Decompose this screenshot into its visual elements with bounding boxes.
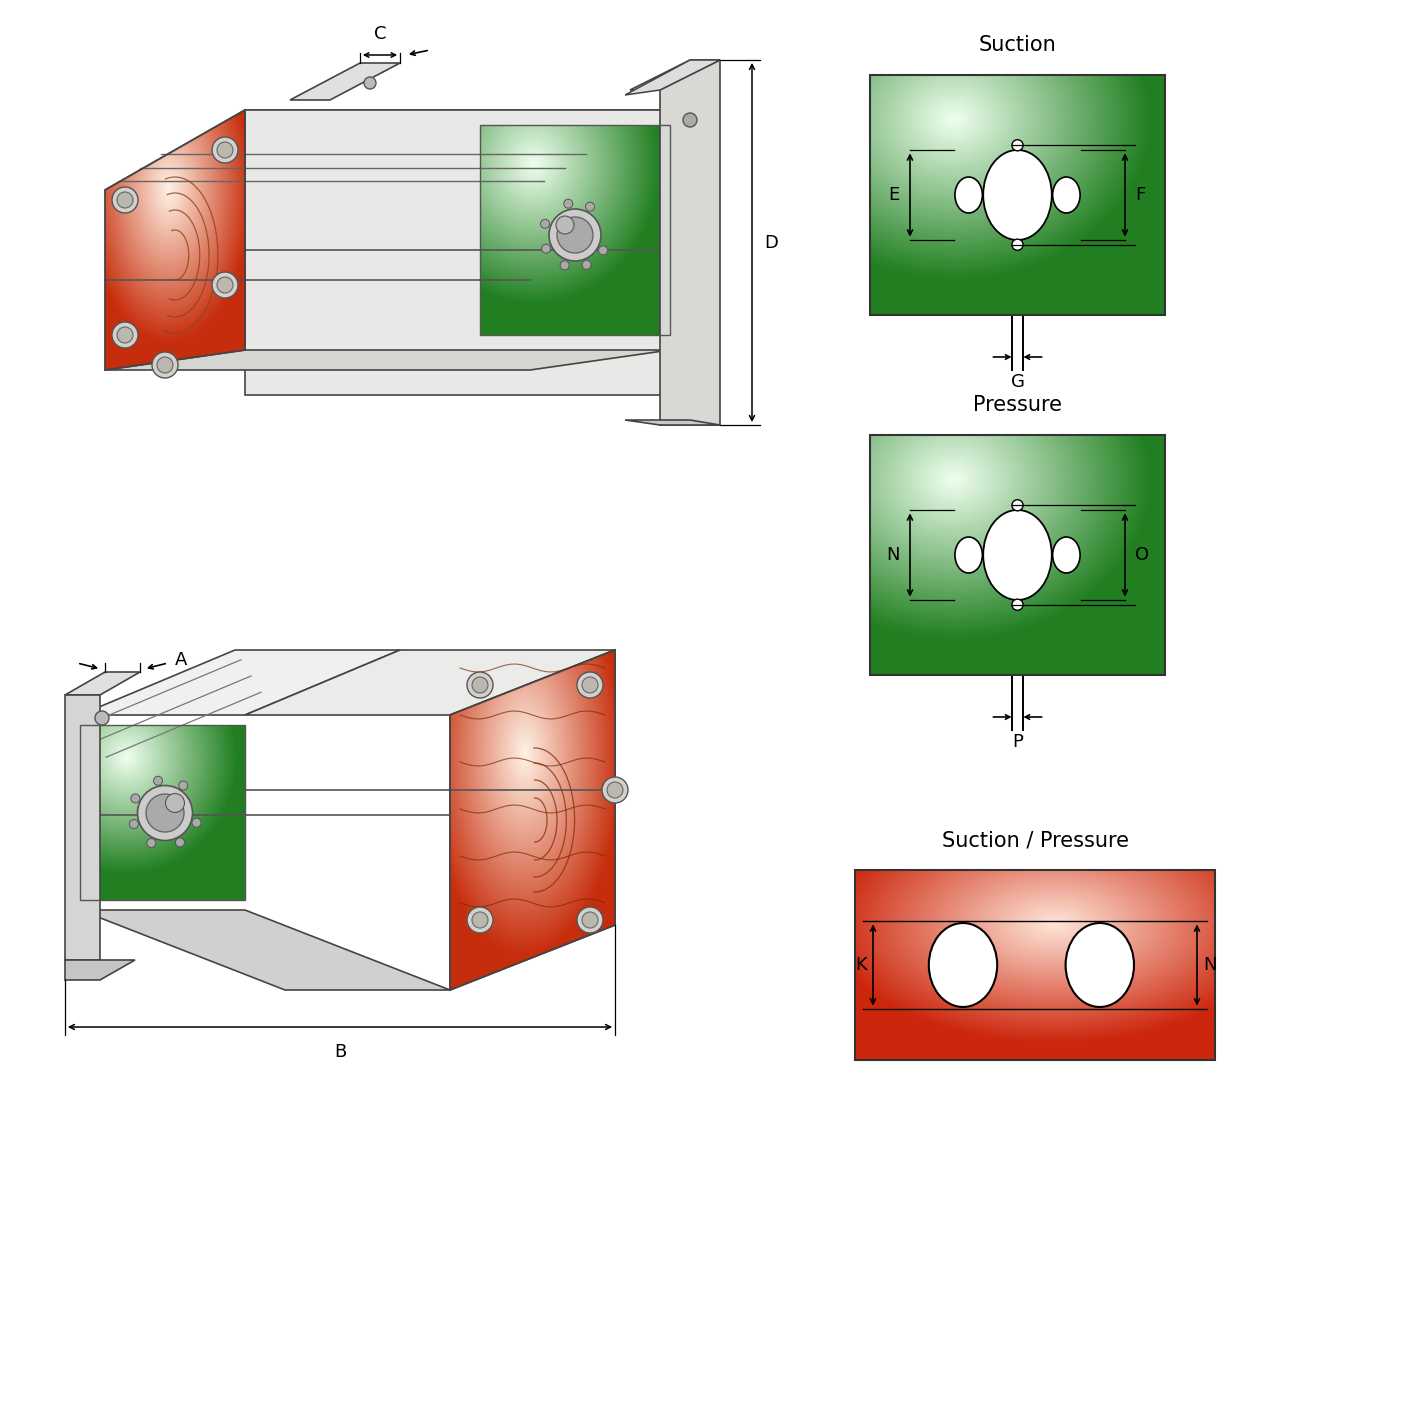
Ellipse shape [1012, 499, 1024, 510]
Ellipse shape [683, 112, 697, 127]
Ellipse shape [1012, 239, 1024, 250]
Text: P: P [1012, 733, 1024, 751]
Ellipse shape [212, 136, 238, 163]
Ellipse shape [576, 672, 603, 697]
Bar [870, 434, 1166, 675]
Ellipse shape [117, 328, 134, 343]
Ellipse shape [467, 672, 494, 697]
Ellipse shape [117, 193, 134, 208]
Polygon shape [450, 650, 614, 990]
Text: Suction: Suction [979, 35, 1056, 55]
Bar [855, 870, 1215, 1060]
Ellipse shape [983, 150, 1052, 240]
Polygon shape [65, 960, 135, 980]
Ellipse shape [1053, 537, 1080, 574]
Ellipse shape [576, 907, 603, 934]
Ellipse shape [607, 782, 623, 799]
Ellipse shape [564, 200, 572, 208]
Polygon shape [65, 672, 141, 695]
Ellipse shape [131, 794, 141, 803]
Ellipse shape [112, 187, 138, 212]
Ellipse shape [557, 217, 593, 253]
Bar [870, 75, 1166, 315]
Polygon shape [80, 910, 450, 990]
Ellipse shape [585, 202, 595, 211]
Ellipse shape [599, 246, 607, 254]
Polygon shape [80, 650, 399, 716]
Ellipse shape [217, 142, 233, 157]
Ellipse shape [541, 245, 551, 253]
Polygon shape [245, 110, 671, 395]
Polygon shape [626, 420, 720, 425]
Ellipse shape [193, 818, 201, 827]
Ellipse shape [153, 776, 163, 785]
Text: Pressure: Pressure [973, 395, 1062, 415]
Ellipse shape [152, 352, 179, 378]
Text: D: D [763, 233, 778, 252]
Polygon shape [245, 650, 614, 716]
Ellipse shape [217, 277, 233, 292]
Text: A: A [174, 651, 187, 669]
Ellipse shape [157, 357, 173, 373]
Ellipse shape [560, 260, 569, 270]
Polygon shape [659, 60, 720, 425]
Ellipse shape [955, 177, 983, 212]
Ellipse shape [1012, 599, 1024, 610]
Ellipse shape [540, 219, 550, 228]
Text: B: B [333, 1043, 346, 1062]
Ellipse shape [138, 786, 193, 841]
Ellipse shape [1066, 922, 1135, 1007]
Ellipse shape [1053, 177, 1080, 212]
Ellipse shape [1012, 139, 1024, 150]
Ellipse shape [467, 907, 494, 934]
Ellipse shape [112, 322, 138, 349]
Ellipse shape [602, 778, 628, 803]
Ellipse shape [364, 77, 375, 89]
Text: C: C [374, 25, 387, 44]
Text: N: N [887, 546, 900, 564]
Ellipse shape [176, 838, 184, 846]
Ellipse shape [179, 782, 188, 790]
Polygon shape [290, 63, 399, 100]
Polygon shape [626, 60, 720, 96]
Ellipse shape [555, 217, 574, 233]
Text: E: E [889, 186, 900, 204]
Ellipse shape [129, 820, 138, 828]
Ellipse shape [166, 793, 184, 813]
Ellipse shape [955, 537, 983, 574]
Polygon shape [65, 695, 100, 960]
Text: Suction / Pressure: Suction / Pressure [942, 830, 1129, 851]
Ellipse shape [96, 711, 110, 725]
Ellipse shape [212, 271, 238, 298]
Ellipse shape [472, 912, 488, 928]
Ellipse shape [582, 260, 591, 270]
Polygon shape [105, 110, 671, 190]
Polygon shape [630, 60, 720, 90]
Ellipse shape [146, 838, 156, 848]
Text: O: O [1135, 546, 1149, 564]
Ellipse shape [582, 912, 598, 928]
Ellipse shape [582, 678, 598, 693]
Ellipse shape [548, 209, 600, 262]
Ellipse shape [472, 678, 488, 693]
Text: K: K [855, 956, 868, 974]
Polygon shape [105, 350, 671, 370]
Text: F: F [1135, 186, 1146, 204]
Ellipse shape [929, 922, 997, 1007]
Ellipse shape [983, 510, 1052, 600]
Text: N: N [1204, 956, 1216, 974]
Text: G: G [1011, 373, 1025, 391]
Ellipse shape [146, 794, 184, 832]
